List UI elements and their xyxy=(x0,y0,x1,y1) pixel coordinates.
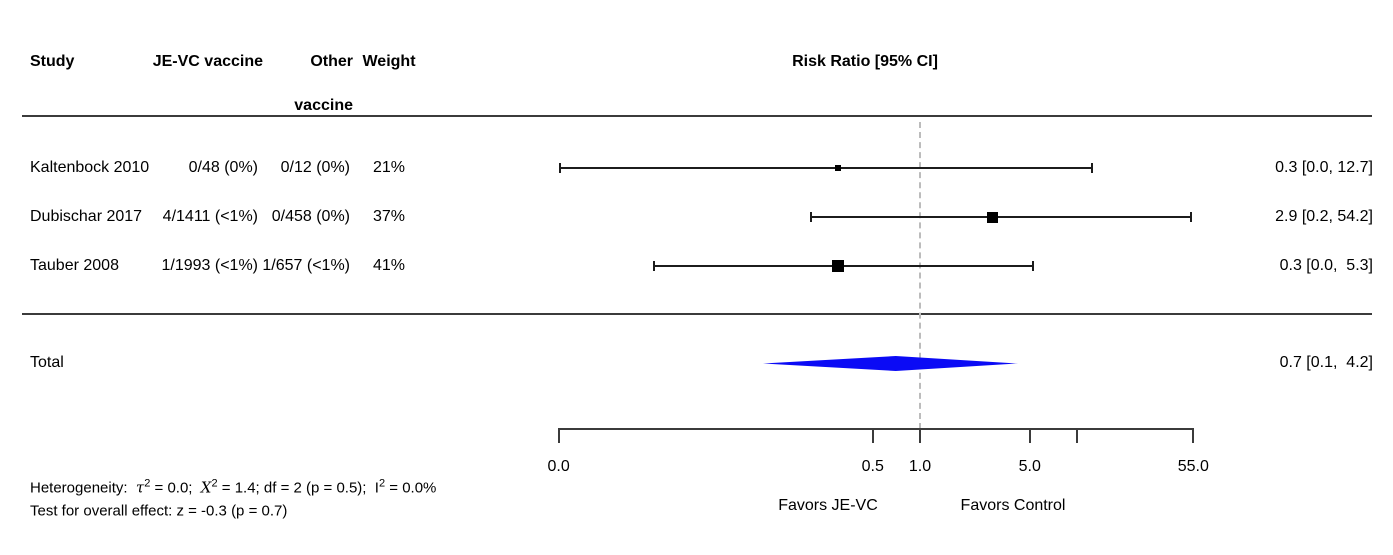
axis-tick-label: 0.5 xyxy=(861,458,884,475)
jevc-value: 4/1411 (<1%) xyxy=(162,208,258,225)
stat-text-part: 2 xyxy=(211,477,218,490)
other-value: 0/458 (0%) xyxy=(271,208,350,225)
stat-text-part: 2 xyxy=(378,477,386,490)
ci-cap-right xyxy=(1031,261,1034,271)
column-header-weight: Weight xyxy=(362,53,416,70)
stat-text-part: Test for overall effect: z = -0.3 (p = 0… xyxy=(30,502,288,520)
effect-marker xyxy=(987,211,999,223)
stat-text-part: = 0.0; xyxy=(150,479,201,497)
axis-tick xyxy=(1028,428,1031,443)
axis-tick-label: 0.0 xyxy=(547,458,570,475)
ci-line xyxy=(810,216,1193,218)
summary-diamond xyxy=(762,355,1018,371)
stat-text-part: = 1.4; df = 2 (p = 0.5); I xyxy=(217,479,379,497)
total-label: Total xyxy=(30,354,64,371)
rr-ci-value: 0.3 [0.0, 5.3] xyxy=(1279,257,1373,274)
stat-text-part: Heterogeneity: xyxy=(30,479,136,497)
column-header-study: Study xyxy=(30,53,75,70)
ci-cap-left xyxy=(558,163,561,173)
stat-text-part: τ xyxy=(135,478,145,497)
axis-tick xyxy=(871,428,874,443)
effect-marker xyxy=(834,165,841,171)
ci-cap-left xyxy=(653,261,656,271)
weight-value: 41% xyxy=(372,257,406,274)
axis-tick xyxy=(557,428,560,443)
header-separator xyxy=(22,115,1372,117)
weight-value: 37% xyxy=(372,208,406,225)
other-value: 0/12 (0%) xyxy=(280,159,350,176)
study-label: Dubischar 2017 xyxy=(30,208,143,225)
axis-tick xyxy=(1076,428,1079,443)
effect-marker xyxy=(831,260,844,272)
column-header-jevc-vaccine: JE-VC vaccine xyxy=(152,53,263,70)
stat-text-part: 2 xyxy=(144,477,151,490)
axis-tick-label: 55.0 xyxy=(1177,458,1209,475)
reference-line xyxy=(919,122,921,429)
axis-line xyxy=(558,428,1194,430)
weight-value: 21% xyxy=(372,159,406,176)
heterogeneity-text: Heterogeneity: τ2 = 0.0; Χ2 = 1.4; df = … xyxy=(30,477,437,498)
total-rr-ci-value: 0.7 [0.1, 4.2] xyxy=(1279,354,1373,371)
study-label: Tauber 2008 xyxy=(30,257,119,274)
jevc-value: 1/1993 (<1%) xyxy=(161,257,258,274)
stat-text-part: Χ xyxy=(200,478,212,497)
other-value: 1/657 (<1%) xyxy=(262,257,350,274)
axis-tick-label: 5.0 xyxy=(1018,458,1041,475)
rr-ci-value: 2.9 [0.2, 54.2] xyxy=(1275,208,1373,225)
favors-left-label: Favors JE-VC xyxy=(778,497,878,514)
axis-tick xyxy=(919,428,921,443)
column-header-other-line2: vaccine xyxy=(294,97,353,114)
axis-tick xyxy=(1192,428,1195,443)
stat-text-part: = 0.0% xyxy=(385,479,437,497)
column-header-risk-ratio: Risk Ratio [95% CI] xyxy=(792,53,938,70)
total-separator xyxy=(22,313,1372,315)
ci-cap-left xyxy=(810,212,813,222)
jevc-value: 0/48 (0%) xyxy=(188,159,258,176)
rr-ci-value: 0.3 [0.0, 12.7] xyxy=(1275,159,1373,176)
column-header-other-vaccine: Other vaccine xyxy=(277,29,353,139)
column-header-other-line1: Other xyxy=(310,53,353,70)
overall-effect-text: Test for overall effect: z = -0.3 (p = 0… xyxy=(30,502,287,521)
ci-cap-right xyxy=(1091,163,1094,173)
ci-line xyxy=(558,167,1094,169)
ci-cap-right xyxy=(1190,212,1193,222)
study-label: Kaltenbock 2010 xyxy=(30,159,150,176)
axis-tick-label: 1.0 xyxy=(908,458,932,475)
favors-right-label: Favors Control xyxy=(960,497,1066,514)
